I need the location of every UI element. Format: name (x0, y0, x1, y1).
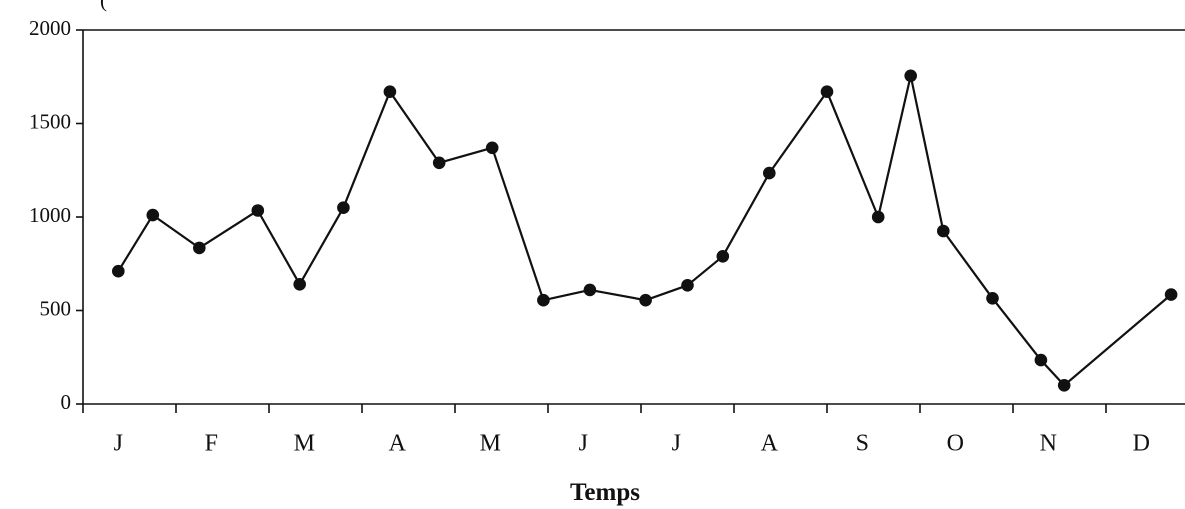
x-tick-label: A (389, 431, 407, 457)
x-tick-label: A (761, 431, 779, 457)
data-point (251, 204, 265, 217)
data-point (383, 85, 397, 98)
y-tick-label: 500 (40, 296, 72, 320)
x-tick-label: M (480, 431, 501, 457)
x-tick-label: J (579, 431, 588, 457)
data-point (337, 201, 350, 214)
x-tick-label: M (294, 431, 315, 457)
data-point (537, 293, 550, 307)
data-point (583, 283, 597, 297)
data-point (112, 264, 125, 278)
data-point (937, 224, 950, 238)
data-point (193, 241, 206, 255)
data-point (146, 208, 160, 222)
data-point (820, 85, 834, 98)
x-tick-label: D (1133, 431, 1150, 457)
data-point (485, 141, 499, 155)
x-tick-label: O (947, 431, 964, 457)
data-point (432, 156, 446, 170)
x-tick-label: S (856, 431, 869, 457)
y-tick-label: 2000 (29, 16, 71, 40)
y-axis-ticks: 0 500 1000 1500 2000 (29, 16, 83, 414)
data-point (763, 166, 776, 180)
x-tick-label: J (672, 431, 681, 457)
series-layer (112, 69, 1178, 392)
header-fragment: ( (100, 0, 107, 12)
data-point (639, 293, 652, 307)
data-point (871, 210, 885, 224)
data-point (1164, 288, 1178, 301)
x-tick-label: N (1040, 431, 1057, 457)
y-tick-label: 1500 (29, 109, 71, 133)
data-point (293, 278, 307, 291)
x-tick-label: J (114, 431, 123, 457)
data-point (1034, 353, 1048, 367)
data-point (1057, 379, 1071, 392)
x-tick-label: F (205, 431, 218, 457)
y-tick-label: 0 (61, 390, 72, 414)
series-line (117, 74, 1172, 387)
data-point (904, 69, 917, 83)
data-point (716, 249, 730, 263)
data-point (986, 292, 999, 305)
data-point (681, 279, 694, 292)
x-axis-title: Temps (570, 479, 640, 506)
y-tick-label: 1000 (29, 203, 71, 227)
